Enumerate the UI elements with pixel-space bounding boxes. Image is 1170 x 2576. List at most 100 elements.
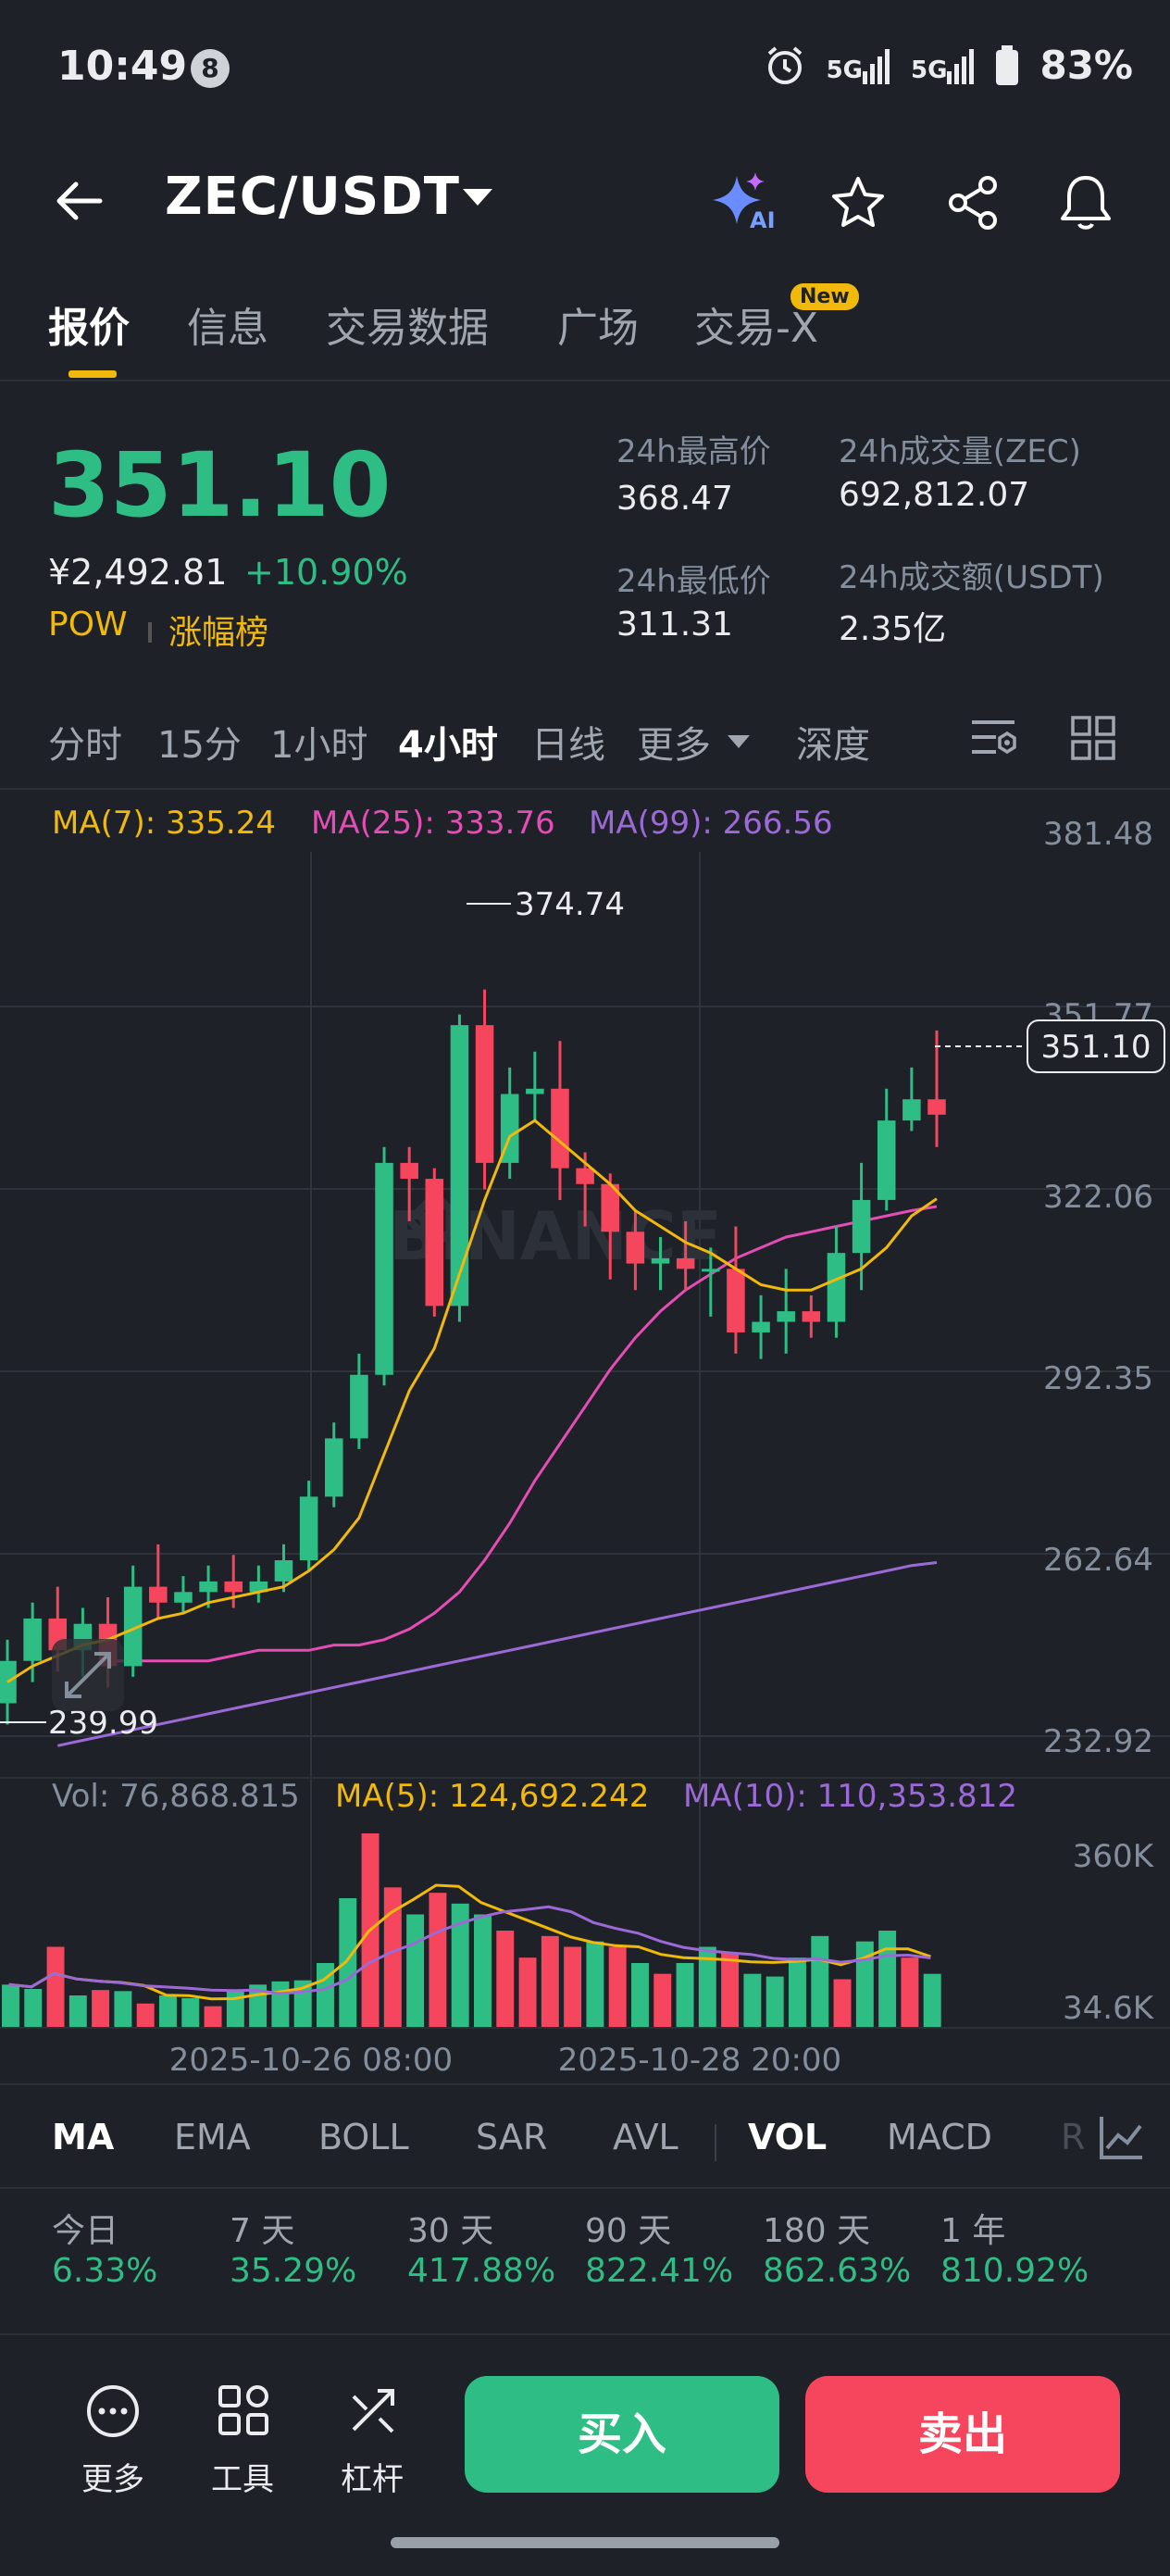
tag-pow[interactable]: POW [48, 606, 128, 644]
candle-body [350, 1374, 368, 1439]
more-button[interactable]: 更多 [67, 2372, 159, 2530]
perf-value: 417.88% [407, 2252, 556, 2290]
indicator-macd[interactable]: MACD [887, 2117, 992, 2157]
candle-body [475, 1025, 494, 1163]
x-axis-label-1: 2025-10-26 08:00 [169, 2042, 453, 2079]
battery-level: 83% [1039, 43, 1133, 88]
candle-body [526, 1088, 544, 1094]
tab-trade-x[interactable]: 交易-X [694, 305, 819, 352]
indicator-avl[interactable]: AVL [613, 2117, 678, 2157]
indicator-sar[interactable]: SAR [476, 2117, 548, 2157]
volume-bar [653, 1973, 672, 2028]
volume-bar [765, 1976, 784, 2028]
candle-body [651, 1257, 670, 1264]
candle [651, 1236, 670, 1291]
volume-bar [631, 1963, 649, 2028]
timeframe-15m[interactable]: 15分 [157, 724, 242, 767]
timeframe-depth[interactable]: 深度 [796, 724, 870, 767]
bell-icon[interactable] [1057, 172, 1114, 231]
leverage-button[interactable]: 杠杆 [326, 2372, 418, 2530]
candle [601, 1173, 620, 1280]
timeframe-1d[interactable]: 日线 [531, 724, 605, 767]
candle-body [852, 1199, 871, 1254]
chevron-down-icon[interactable] [463, 189, 492, 206]
indicator-settings-icon[interactable] [1098, 2113, 1146, 2161]
candle [475, 989, 494, 1190]
indicator-ma[interactable]: MA [52, 2117, 115, 2157]
volume-bar [429, 1893, 447, 2028]
candle [23, 1602, 42, 1682]
low-label: 24h最低价 [616, 563, 771, 600]
candle-body [902, 1099, 921, 1121]
candle-body [702, 1269, 720, 1272]
tab-quote[interactable]: 报价 [48, 305, 130, 352]
volume-bar [743, 1973, 762, 2028]
ai-button[interactable]: AI [713, 172, 783, 237]
timeframe-more[interactable]: 更多 [637, 724, 711, 767]
volume-bar [586, 1941, 604, 2028]
more-caret-icon[interactable] [728, 735, 750, 748]
candle-body [551, 1088, 569, 1169]
timeframe-line[interactable]: 分时 [48, 724, 122, 767]
candle [927, 1030, 946, 1147]
candle-body [601, 1183, 620, 1232]
candle-body [802, 1311, 821, 1322]
back-arrow-icon[interactable] [52, 178, 107, 224]
ai-label: AI [750, 207, 776, 233]
pair-title[interactable]: ZEC/USDT [165, 167, 460, 227]
vol-ma5-legend: MA(5): 124,692.242 [335, 1778, 649, 1815]
perf-label: 30 天 [407, 2212, 494, 2250]
volume-bar [114, 1991, 132, 2028]
timeframe-1h[interactable]: 1小时 [270, 724, 368, 767]
vol-axis-label-top: 360K [1073, 1838, 1155, 1875]
sell-button[interactable]: 卖出 [805, 2376, 1120, 2493]
buy-button[interactable]: 买入 [465, 2376, 779, 2493]
candle-body [727, 1269, 745, 1332]
notification-count-badge: 8 [191, 49, 230, 88]
indicator-vol[interactable]: VOL [748, 2117, 828, 2157]
candle-body [777, 1311, 795, 1322]
indicator-rsi-partial[interactable]: R [1061, 2117, 1086, 2157]
candle [375, 1146, 393, 1386]
last-price-marker[interactable]: 351.10 [935, 1019, 1165, 1073]
candle [752, 1294, 770, 1359]
volume-bar [68, 1995, 87, 2028]
tab-square[interactable]: 广场 [557, 305, 639, 352]
indicator-ema[interactable]: EMA [174, 2117, 251, 2157]
volume-bar [317, 1963, 334, 2028]
price-change-percent: +10.90% [244, 552, 408, 593]
timeframe-bar: 分时 15分 1小时 4小时 日线 更多 深度 [0, 709, 1170, 774]
leverage-label: 杠杆 [341, 2461, 404, 2498]
candle [400, 1146, 418, 1221]
tools-button[interactable]: 工具 [196, 2372, 289, 2530]
perf-value: 822.41% [585, 2252, 734, 2290]
ma7-legend: MA(7): 335.24 [52, 805, 276, 842]
perf-value: 810.92% [940, 2252, 1089, 2290]
indicator-boll[interactable]: BOLL [318, 2117, 409, 2157]
vol-ma10-legend: MA(10): 110,353.812 [683, 1778, 1017, 1815]
expand-chart-button[interactable] [52, 1639, 124, 1711]
volume-bar [339, 1898, 357, 2028]
perf-90d: 90 天 822.41% [585, 2204, 733, 2290]
volume-bar [564, 1946, 582, 2028]
vol-ma5-line [8, 1883, 931, 2001]
bottom-action-bar: 更多 工具 杠杆 买入 卖出 [0, 2333, 1170, 2576]
tag-gainers[interactable]: 涨幅榜 [168, 614, 269, 652]
share-icon[interactable] [944, 174, 1002, 231]
ma25-line-group [107, 1205, 938, 1663]
layout-grid-icon[interactable] [1070, 715, 1116, 761]
expand-icon [65, 1652, 111, 1698]
tab-trading-data[interactable]: 交易数据 [326, 305, 489, 352]
high-value: 368.47 [616, 480, 733, 518]
favorite-star-icon[interactable] [829, 174, 887, 231]
header-bar: ZEC/USDT AI [0, 157, 1170, 250]
candlestick-chart[interactable]: BINANCE 381.48351.77322.06292.35262.6423… [0, 787, 1170, 2083]
timeframe-4h[interactable]: 4小时 [398, 724, 498, 767]
tab-info[interactable]: 信息 [187, 305, 268, 352]
chart-settings-icon[interactable] [968, 715, 1020, 761]
volume-bar [451, 1903, 469, 2028]
home-indicator[interactable] [391, 2537, 779, 2548]
volume-bar [721, 1952, 740, 2028]
ma7-line-group [6, 1119, 938, 1683]
amount-label: 24h成交额(USDT) [839, 559, 1104, 596]
